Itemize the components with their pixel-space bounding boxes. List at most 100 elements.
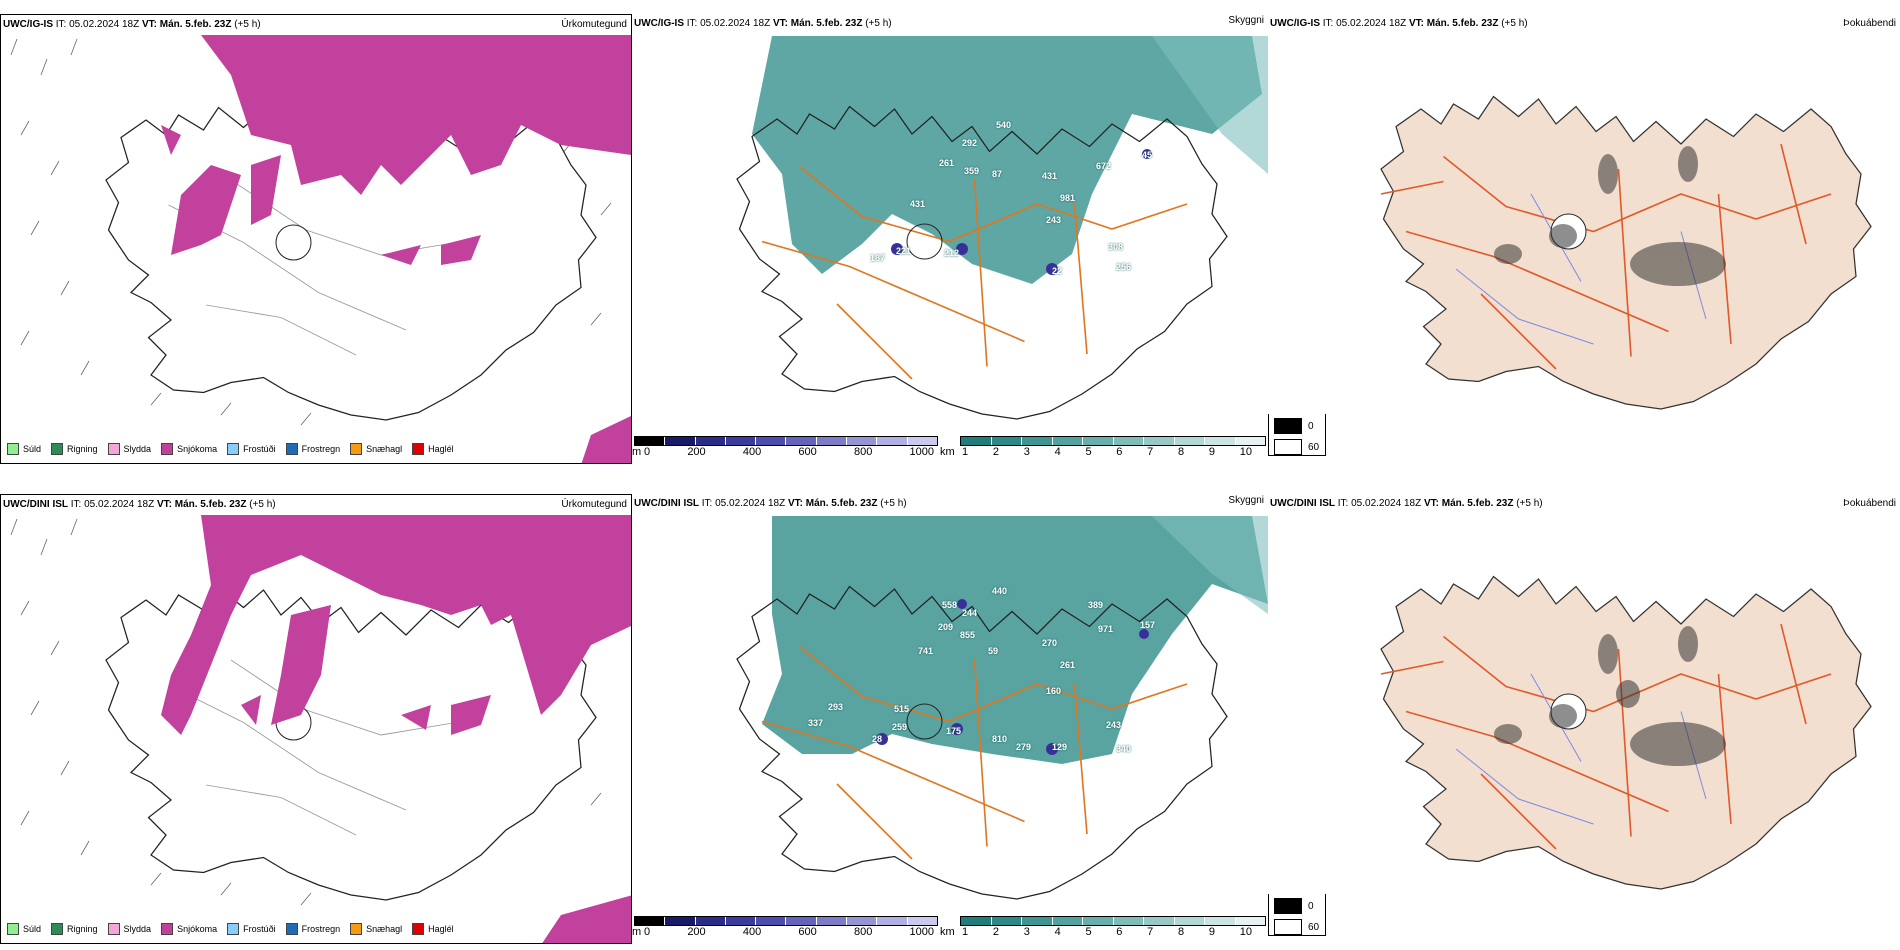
fog-legend-1: 0 60 [1268,412,1326,456]
vis-number: 359 [964,166,980,176]
panel-header: UWC/IG-IS IT: 05.02.2024 18Z VT: Mán. 5.… [634,18,892,29]
legend-swatch [285,923,298,935]
vis-number: 187 [870,253,886,263]
legend-swatch [51,923,64,935]
vis-number: 209 [938,622,954,632]
legend-item-haglel: Haglél [412,443,454,455]
height-ticks: 0 200 400 600 800 1000 [644,446,934,458]
legend-swatch [412,443,425,455]
vis-number: 261 [1060,660,1076,670]
height-ticks: 0 200 400 600 800 1000 [644,926,934,938]
panel-header: UWC/DINI ISL IT: 05.02.2024 18Z VT: Mán.… [634,498,907,509]
legend-item-haglel: Haglél [412,923,454,935]
visibility-ticks: 1 2 3 4 5 6 7 8 9 10 [962,926,1252,938]
visibility-colorbar [960,436,1266,446]
legend-item-frostregn: Frostregn [285,923,340,935]
vis-number: 293 [828,702,844,712]
legend-swatch [412,923,425,935]
vis-number: 292 [962,138,978,148]
vis-number: 672 [1096,161,1112,171]
precip-legend: Súld Rigning Slydda Snjókoma Frostúði Fr… [7,923,454,935]
legend-item-rigning: Rigning [51,923,98,935]
fog-panel-1: UWC/IG-IS IT: 05.02.2024 18Z VT: Mán. 5.… [1268,14,1900,414]
vis-number: 243 [1106,720,1122,730]
vis-number: 971 [1098,624,1114,634]
fog-swatch-white [1274,439,1302,455]
panel-title: Úrkomutegund [561,499,627,510]
fog-swatch-black [1274,898,1302,914]
legend-item-slydda: Slydda [107,443,151,455]
legend-item-sudd: Súld [7,443,41,455]
legend-item-frostudi: Frostúði [227,443,276,455]
vis-number: 160 [1046,686,1062,696]
vis-number: 855 [960,630,976,640]
legend-swatch [161,923,174,935]
vis-number: 221 [896,246,912,256]
legend-swatch [227,923,240,935]
vis-number: 389 [1088,600,1104,610]
fog-map [1380,575,1872,890]
vis-number: 981 [1060,193,1076,203]
vis-number: 810 [992,734,1008,744]
fog-swatch-white [1274,919,1302,935]
vis-number: 308 [1108,242,1124,252]
vis-number: 157 [1140,620,1156,630]
legend-item-snaehagl: Snæhagl [350,923,402,935]
vis-number: 212 [944,248,960,258]
panel-header: UWC/DINI ISL IT: 05.02.2024 18Z VT: Mán.… [3,499,276,510]
legend-swatch [227,443,240,455]
visibility-panel-2: UWC/DINI ISL IT: 05.02.2024 18Z VT: Mán.… [632,494,1268,944]
visibility-unit: km [940,446,955,458]
legend-swatch [350,443,363,455]
vis-number: 515 [894,704,910,714]
vis-number: 431 [1042,171,1058,181]
legend-swatch [285,443,298,455]
vis-number: 243 [1046,215,1062,225]
fog-swatch-black [1274,418,1302,434]
legend-item-frostregn: Frostregn [285,443,340,455]
height-colorbar [634,436,938,446]
vis-number: 440 [992,586,1008,596]
panel-title: Þokuábendi [1843,498,1896,509]
visibility-unit: km [940,926,955,938]
vis-number: 244 [962,608,978,618]
precip-panel-1: UWC/IG-IS IT: 05.02.2024 18Z VT: Mán. 5.… [0,14,632,464]
vis-number: 261 [939,158,955,168]
vis-number: 87 [992,169,1003,179]
legend-swatch [7,443,19,455]
precip-map [10,515,631,943]
panel-header: UWC/IG-IS IT: 05.02.2024 18Z VT: Mán. 5.… [3,19,261,30]
legend-item-slydda: Slydda [107,923,151,935]
precip-map [10,35,631,463]
vis-number: 259 [892,722,908,732]
vis-number: 256 [1116,262,1132,272]
visibility-ticks: 1 2 3 4 5 6 7 8 9 10 [962,446,1252,458]
height-unit: m [632,446,642,458]
panel-title: Þokuábendi [1843,18,1896,29]
vis-number: 431 [910,199,926,209]
vis-number: 279 [1016,742,1032,752]
visibility-map [736,516,1268,900]
height-unit: m [632,926,642,938]
legend-swatch [7,923,19,935]
legend-item-rigning: Rigning [51,443,98,455]
panel-header: UWC/DINI ISL IT: 05.02.2024 18Z VT: Mán.… [1270,498,1543,509]
vis-number: 741 [918,646,934,656]
legend-item-sudd: Súld [7,923,41,935]
fog-legend-2: 0 60 [1268,892,1326,936]
legend-item-snjokoma: Snjókoma [161,923,217,935]
precip-panel-2: UWC/DINI ISL IT: 05.02.2024 18Z VT: Mán.… [0,494,632,944]
vis-number: 129 [1052,742,1068,752]
legend-item-snjokoma: Snjókoma [161,443,217,455]
vis-number: 22 [1052,266,1063,276]
legend-swatch [107,443,120,455]
panel-header: UWC/IG-IS IT: 05.02.2024 18Z VT: Mán. 5.… [1270,18,1528,29]
precip-legend: Súld Rigning Slydda Snjókoma Frostúði Fr… [7,443,454,455]
legend-swatch [107,923,120,935]
legend-item-snaehagl: Snæhagl [350,443,402,455]
legend-swatch [161,443,174,455]
vis-number: 175 [946,726,962,736]
visibility-panel-1: UWC/IG-IS IT: 05.02.2024 18Z VT: Mán. 5.… [632,14,1268,464]
fog-map [1380,95,1872,410]
vis-number: 340 [1116,744,1132,754]
